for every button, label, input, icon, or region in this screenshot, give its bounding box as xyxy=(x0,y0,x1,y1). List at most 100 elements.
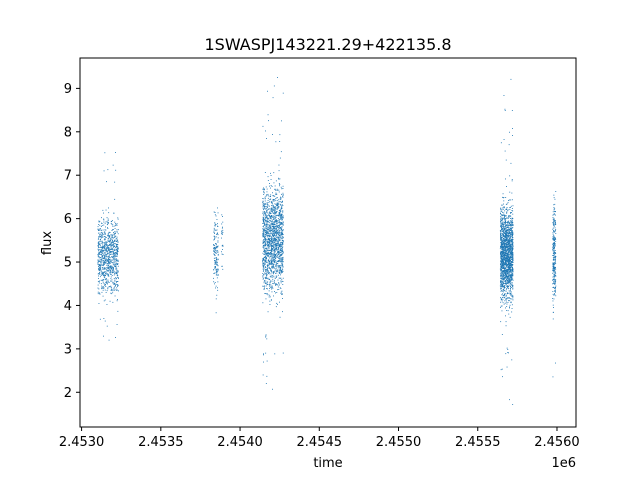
data-point xyxy=(265,215,267,216)
data-point xyxy=(502,255,504,257)
data-point xyxy=(112,268,114,270)
data-point xyxy=(508,275,509,277)
data-point xyxy=(502,256,504,258)
data-point xyxy=(279,265,281,267)
data-point xyxy=(275,245,277,247)
data-point xyxy=(98,266,99,267)
data-point xyxy=(100,236,102,238)
data-point xyxy=(278,247,279,249)
data-point xyxy=(510,248,512,250)
data-point xyxy=(265,336,267,338)
data-point xyxy=(272,231,274,233)
data-point xyxy=(504,268,506,270)
data-point xyxy=(281,201,283,203)
data-point xyxy=(114,286,115,288)
data-point xyxy=(555,214,556,216)
data-point xyxy=(98,241,99,243)
data-point xyxy=(110,262,111,264)
data-point xyxy=(274,257,276,258)
data-point xyxy=(265,270,267,272)
data-point xyxy=(510,162,512,164)
data-point xyxy=(117,259,119,261)
data-point xyxy=(504,215,505,216)
data-point xyxy=(500,235,502,237)
data-point xyxy=(100,242,102,244)
data-point xyxy=(265,269,267,270)
data-point xyxy=(270,223,272,225)
data-point xyxy=(280,237,282,239)
data-point xyxy=(270,213,272,214)
data-point xyxy=(554,236,555,238)
data-point xyxy=(505,209,507,210)
data-point xyxy=(510,269,512,271)
data-point xyxy=(505,280,507,282)
data-point xyxy=(116,281,118,282)
data-point xyxy=(510,247,512,249)
data-point xyxy=(503,290,505,291)
data-point xyxy=(108,270,109,272)
data-point xyxy=(101,246,103,248)
data-point xyxy=(100,270,102,272)
data-point xyxy=(110,272,112,274)
data-point xyxy=(509,234,511,236)
data-point xyxy=(552,270,554,272)
data-point xyxy=(102,242,104,243)
data-point xyxy=(264,262,266,264)
data-point xyxy=(265,298,267,300)
data-point xyxy=(97,245,99,247)
data-point xyxy=(273,218,275,220)
data-point xyxy=(506,239,508,241)
data-point xyxy=(270,270,271,272)
data-point xyxy=(99,236,101,237)
data-point xyxy=(510,256,512,258)
data-point xyxy=(106,253,108,255)
data-point xyxy=(276,225,278,227)
data-point xyxy=(213,269,215,271)
data-point xyxy=(503,258,505,260)
data-point xyxy=(500,267,502,269)
data-point xyxy=(106,241,108,243)
data-point xyxy=(101,255,103,257)
data-point xyxy=(217,246,218,247)
data-point xyxy=(117,310,119,312)
data-point xyxy=(500,299,502,301)
data-point xyxy=(501,260,503,262)
data-point xyxy=(273,218,275,220)
data-point xyxy=(554,258,556,260)
plot-frame xyxy=(79,57,577,428)
data-point xyxy=(502,270,503,272)
data-point xyxy=(265,293,267,294)
data-point xyxy=(276,208,278,210)
data-point xyxy=(506,273,508,275)
data-point xyxy=(262,211,264,213)
data-point xyxy=(506,233,508,234)
data-point xyxy=(98,265,100,266)
data-point xyxy=(505,275,507,277)
data-point xyxy=(274,244,276,246)
data-point xyxy=(505,299,507,301)
data-point xyxy=(270,202,272,203)
data-point xyxy=(505,241,506,242)
data-point xyxy=(501,269,502,270)
data-point xyxy=(111,279,113,281)
data-point xyxy=(279,252,281,254)
data-point xyxy=(508,290,510,292)
data-point xyxy=(508,232,510,234)
data-point xyxy=(103,262,105,263)
data-point xyxy=(274,195,276,197)
data-point xyxy=(280,221,281,223)
data-point xyxy=(276,254,278,256)
data-point xyxy=(101,260,103,262)
data-point xyxy=(277,214,278,216)
data-point xyxy=(263,192,265,194)
data-point xyxy=(115,252,117,254)
data-point xyxy=(509,277,511,278)
data-point xyxy=(512,254,513,256)
data-point xyxy=(504,220,506,222)
data-point xyxy=(511,252,512,254)
data-point xyxy=(279,250,281,251)
data-point xyxy=(113,274,115,276)
data-point xyxy=(111,266,113,268)
data-point xyxy=(281,247,283,249)
data-point xyxy=(510,236,512,238)
